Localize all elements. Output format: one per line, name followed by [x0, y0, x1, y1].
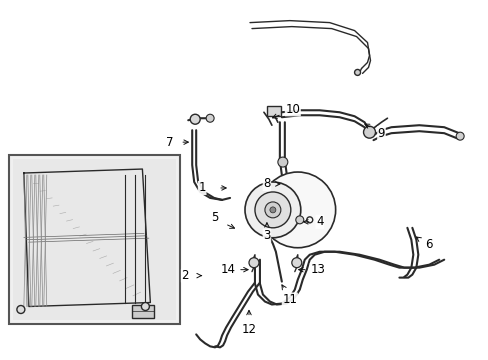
Text: 3: 3 — [263, 229, 270, 242]
Circle shape — [363, 126, 375, 138]
Text: 2: 2 — [181, 269, 188, 282]
Bar — [266, 106, 280, 116]
Text: 6: 6 — [425, 238, 432, 251]
Circle shape — [277, 157, 287, 167]
Circle shape — [354, 69, 360, 75]
Text: 14: 14 — [220, 263, 235, 276]
Circle shape — [248, 258, 259, 268]
Text: 13: 13 — [310, 263, 325, 276]
Circle shape — [295, 216, 303, 224]
Text: 12: 12 — [241, 323, 256, 336]
Circle shape — [206, 114, 214, 122]
Text: 5: 5 — [211, 211, 218, 224]
Text: 9: 9 — [377, 127, 385, 140]
Text: 10: 10 — [285, 103, 300, 116]
Circle shape — [264, 202, 280, 218]
Circle shape — [254, 192, 290, 228]
Bar — [13, 159, 176, 320]
Bar — [132, 305, 154, 319]
Circle shape — [260, 172, 335, 248]
Circle shape — [291, 258, 301, 268]
Circle shape — [141, 302, 149, 310]
Circle shape — [455, 132, 463, 140]
Circle shape — [269, 207, 275, 213]
Text: 4: 4 — [315, 215, 323, 228]
Text: 8: 8 — [263, 177, 270, 190]
Text: 11: 11 — [282, 293, 297, 306]
Text: 7: 7 — [165, 136, 173, 149]
Circle shape — [17, 306, 25, 314]
Circle shape — [190, 114, 200, 124]
Text: 1: 1 — [198, 181, 205, 194]
Bar — [9, 155, 180, 324]
Circle shape — [244, 182, 300, 238]
